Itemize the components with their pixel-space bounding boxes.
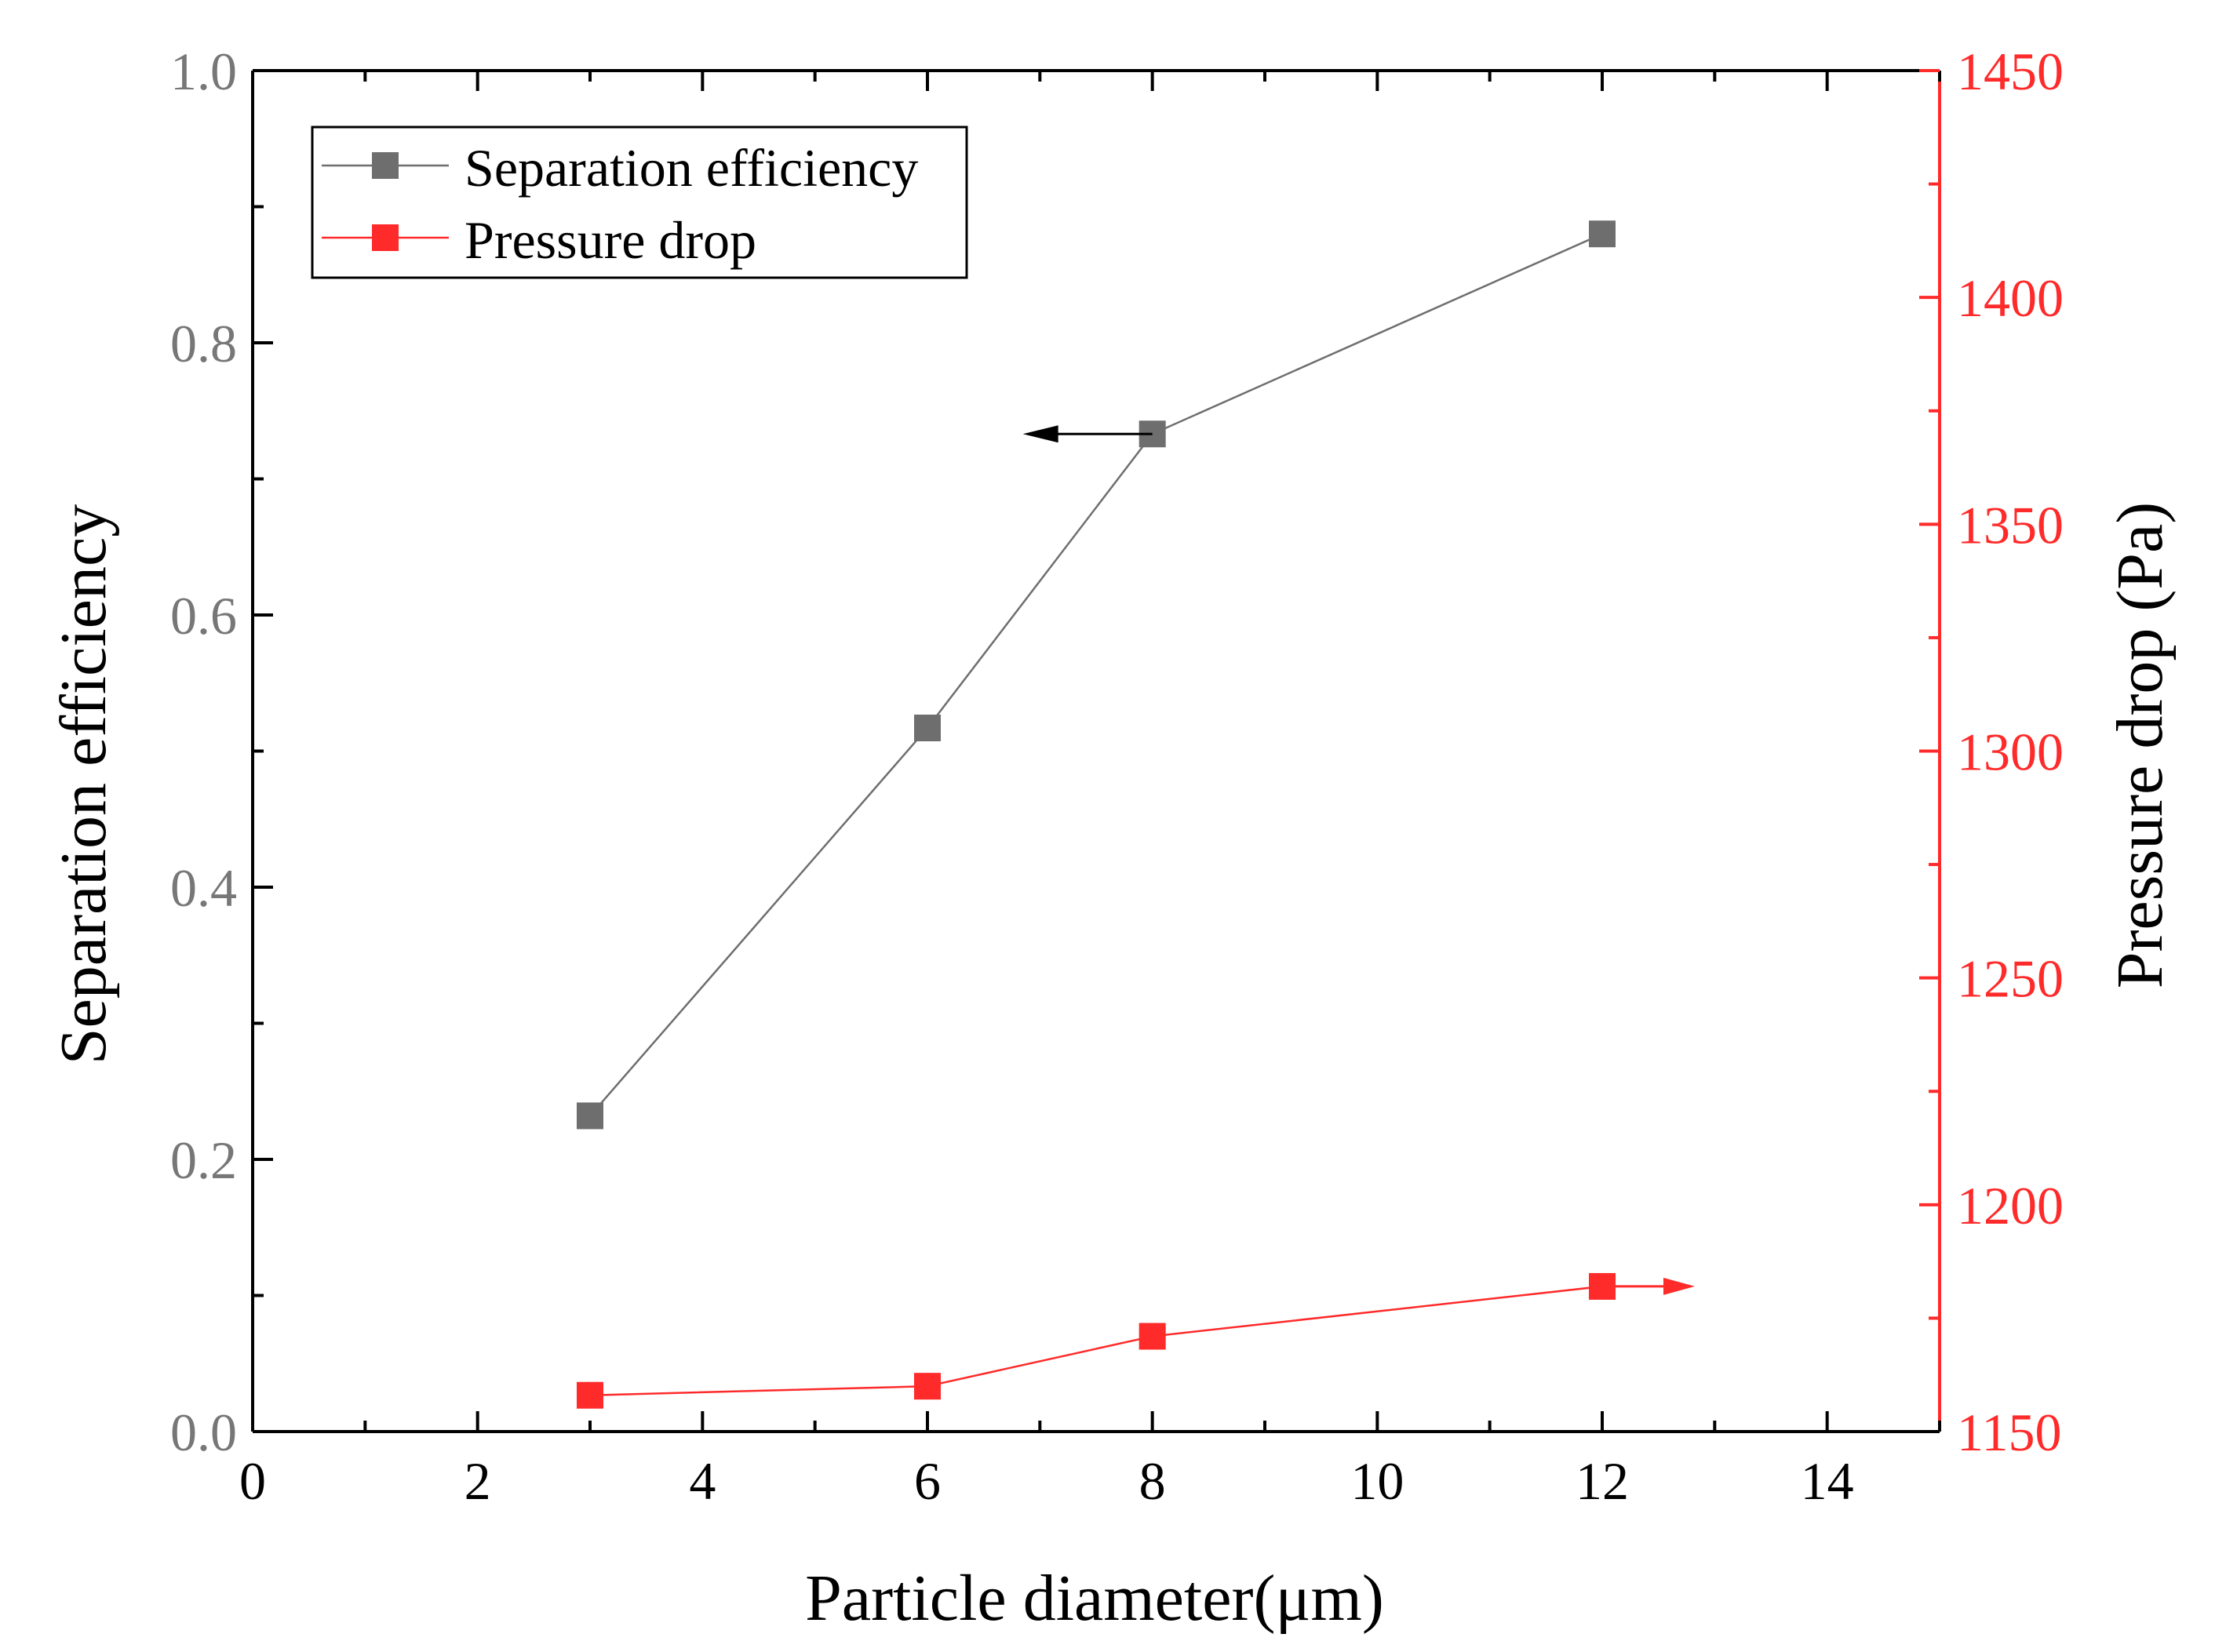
series: [577, 220, 1616, 1409]
x-tick-label: 6: [914, 1451, 941, 1511]
pressure-axis-arrow-head: [1663, 1277, 1695, 1295]
tick-labels: 0 2 4 6 8 10 12 14 0.0 0.2 0.4 0.6 0.8 1.0 1150 1200 125…: [170, 42, 2064, 1511]
y-right-tick-label: 1150: [1957, 1403, 2061, 1462]
y-right-tick-label: 1300: [1957, 722, 2064, 782]
y-axis-right-label: Pressure drop (Pa): [2104, 502, 2177, 989]
legend-marker-efficiency: [372, 152, 399, 179]
pressure-line: [589, 1285, 1603, 1396]
x-tick-label: 8: [1139, 1451, 1166, 1511]
pressure-point: [914, 1373, 941, 1400]
efficiency-axis-arrow-head: [1022, 425, 1058, 443]
y-left-tick-label: 1.0: [170, 42, 237, 101]
axis-indicator-arrows: [1022, 425, 1695, 1295]
y-left-tick-label: 0.6: [170, 586, 237, 646]
legend-label-pressure: Pressure drop: [465, 210, 756, 270]
efficiency-point: [914, 715, 941, 742]
x-tick-label: 2: [465, 1451, 491, 1511]
y-right-tick-label: 1250: [1957, 949, 2064, 1009]
y-axis-left-label: Separation efficiency: [47, 504, 120, 1064]
y-left-tick-label: 0.2: [170, 1130, 237, 1190]
y-right-tick-label: 1450: [1957, 42, 2064, 101]
x-tick-label: 10: [1350, 1451, 1404, 1511]
y-right-tick-label: 1200: [1957, 1176, 2064, 1235]
x-tick-label: 12: [1576, 1451, 1629, 1511]
legend-label-efficiency: Separation efficiency: [465, 138, 918, 198]
tick-marks: [253, 69, 1941, 1432]
pressure-point: [577, 1381, 603, 1409]
x-axis-label: Particle diameter(μm): [805, 1562, 1384, 1635]
legend-marker-pressure: [372, 224, 399, 251]
y-right-tick-label: 1400: [1957, 268, 2064, 328]
x-tick-label: 0: [239, 1451, 266, 1511]
legend-box: [311, 126, 968, 279]
y-left-tick-label: 0.8: [170, 314, 237, 373]
y-right-tick-label: 1350: [1957, 495, 2064, 555]
x-tick-label: 4: [689, 1451, 716, 1511]
legend: Separation efficiency Pressure drop: [311, 126, 968, 279]
efficiency-point: [1589, 220, 1616, 248]
x-tick-label: 14: [1801, 1451, 1854, 1511]
y-left-tick-label: 0.0: [170, 1403, 237, 1462]
efficiency-point: [577, 1102, 603, 1130]
y-left-tick-label: 0.4: [170, 858, 237, 918]
pressure-point: [1139, 1323, 1166, 1350]
efficiency-line: [589, 233, 1603, 1117]
